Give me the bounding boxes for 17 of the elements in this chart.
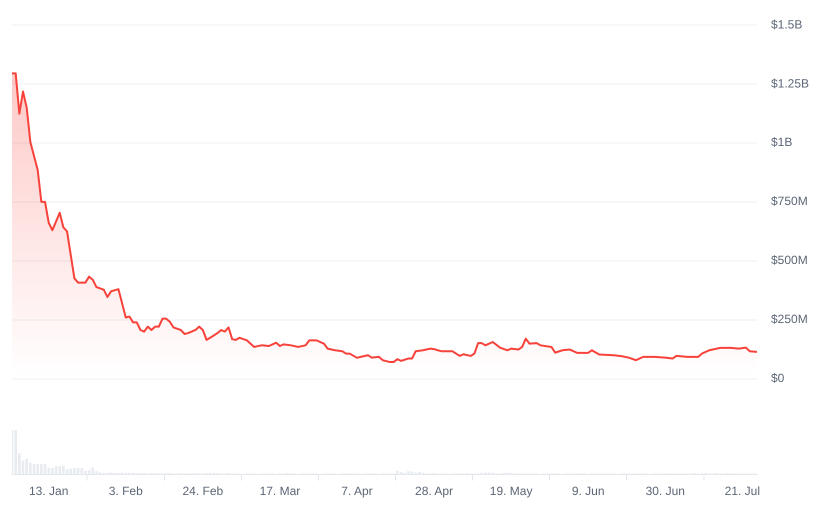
y-tick-label: $0 [771, 371, 785, 386]
x-tick-label: 9. Jun [572, 484, 605, 498]
y-tick-label: $750M [771, 194, 808, 208]
y-tick-label: $250M [771, 312, 808, 326]
x-tick-label: 7. Apr [341, 484, 373, 498]
x-tick-label: 13. Jan [29, 484, 68, 498]
y-tick-label: $500M [771, 253, 808, 268]
y-tick-label: $1B [771, 135, 792, 150]
y-tick-label: $1.5B [771, 17, 802, 32]
x-tick-label: 21. Jul [724, 484, 760, 498]
x-tick-label: 28. Apr [415, 484, 454, 498]
x-tick-label: 17. Mar [260, 484, 300, 498]
x-tick-label: 30. Jun [646, 484, 685, 498]
x-tick-label: 3. Feb [108, 484, 144, 498]
x-tick-label: 19. May [490, 484, 532, 498]
x-tick-label: 24. Feb [182, 484, 224, 498]
y-tick-label: $1.25B [771, 76, 810, 90]
